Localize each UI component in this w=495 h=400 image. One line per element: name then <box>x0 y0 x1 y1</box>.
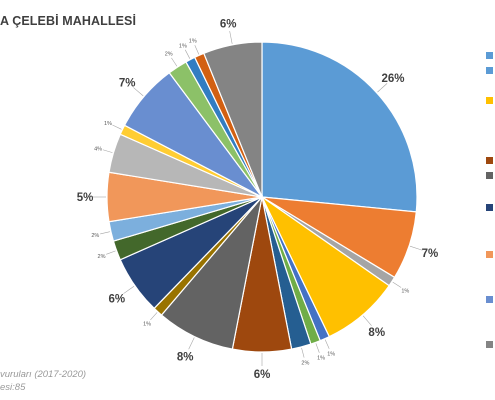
legend-swatch <box>486 157 493 164</box>
slice-label: 4% <box>94 146 102 152</box>
leader-line <box>150 312 158 321</box>
leader-line <box>377 83 388 93</box>
leader-line <box>362 315 372 326</box>
leader-line <box>123 286 135 294</box>
leader-line <box>133 87 144 97</box>
footnote-line-2: esi:85 <box>0 382 26 393</box>
pie-slice <box>203 41 263 198</box>
slice-label: 26% <box>382 73 405 85</box>
slice-label: 8% <box>368 327 385 339</box>
slice-label: 6% <box>220 18 237 30</box>
slice-label: 1% <box>189 39 197 45</box>
legend <box>486 52 493 348</box>
legend-swatch <box>486 341 493 348</box>
leader-line <box>188 337 195 350</box>
legend-swatch <box>486 67 493 74</box>
pie-slices <box>106 41 418 353</box>
leader-line <box>171 57 178 67</box>
slice-label: 1% <box>317 355 325 361</box>
chart-title: A ÇELEBİ MAHALLESİ <box>0 14 137 28</box>
leader-line <box>112 124 122 130</box>
slice-label: 2% <box>98 254 106 260</box>
pie-slice <box>261 41 418 213</box>
legend-swatch <box>486 97 493 104</box>
slice-label: 2% <box>165 52 173 58</box>
legend-swatch <box>486 296 493 303</box>
leader-line <box>194 45 200 55</box>
slice-label: 6% <box>109 293 126 305</box>
leader-line <box>100 231 110 235</box>
slice-label: 8% <box>177 351 194 363</box>
legend-swatch <box>486 251 493 258</box>
slice-label: 1% <box>179 43 187 49</box>
slice-label: 1% <box>327 351 335 357</box>
leader-lines <box>93 31 423 366</box>
leader-line <box>301 347 305 358</box>
legend-swatch <box>486 204 493 211</box>
slice-label: 7% <box>119 77 136 89</box>
leader-line <box>106 250 116 255</box>
slice-label: 1% <box>401 288 409 294</box>
legend-swatch <box>486 52 493 59</box>
footnote-line-1: vuruları (2017-2020) <box>0 369 87 380</box>
slice-label: 2% <box>91 233 99 239</box>
slice-label: 1% <box>143 322 151 328</box>
slice-label: 5% <box>77 192 94 204</box>
leader-line <box>229 31 233 44</box>
leader-line <box>184 49 191 59</box>
leader-line <box>102 149 113 153</box>
slice-label: 2% <box>301 360 309 366</box>
data-labels: 26%7%1%8%1%1%2%6%8%1%6%2%2%5%4%1%7%2%1%1… <box>77 18 439 381</box>
slice-label: 1% <box>104 121 112 127</box>
footnote: vuruları (2017-2020) esi:85 <box>0 368 86 394</box>
leader-line <box>315 343 320 353</box>
leader-line <box>392 281 402 288</box>
slice-label: 6% <box>254 369 271 381</box>
slice-label: 7% <box>422 248 439 260</box>
leader-line <box>409 245 423 251</box>
legend-swatch <box>486 172 493 179</box>
leader-line <box>324 339 330 349</box>
